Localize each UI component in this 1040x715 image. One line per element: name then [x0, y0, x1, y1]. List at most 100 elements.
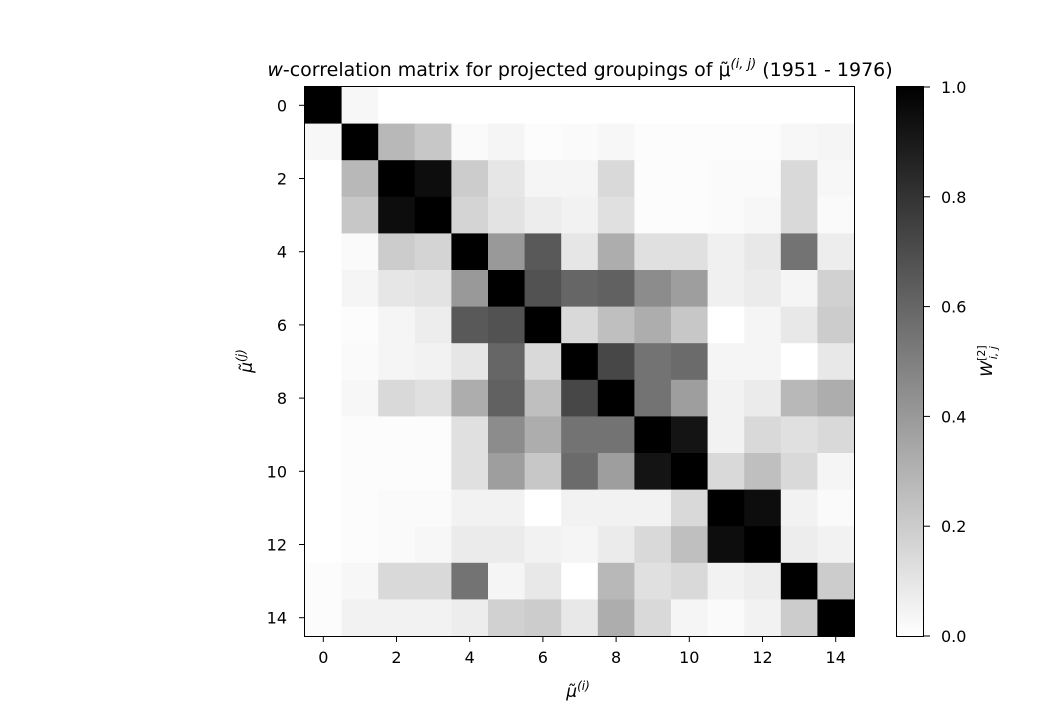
- heatmap-cell-13-11: [707, 562, 745, 600]
- heatmap-cell-12-12: [744, 526, 782, 564]
- heatmap-cell-3-9: [634, 196, 672, 234]
- y-axis-label-mu: μ̃: [237, 362, 257, 374]
- heatmap-cell-0-2: [378, 87, 416, 125]
- chart-title-years: (1951 - 1976): [756, 59, 893, 81]
- heatmap-cell-9-1: [341, 416, 379, 454]
- heatmap-cell-12-9: [634, 526, 672, 564]
- heatmap-cell-10-0: [305, 453, 343, 491]
- chart-title: w-correlation matrix for projected group…: [267, 57, 892, 81]
- heatmap-cell-7-0: [305, 343, 343, 381]
- colorbar-tick-label: 0.8: [941, 188, 966, 207]
- heatmap-cell-8-4: [451, 379, 489, 417]
- y-tick-label: 2: [277, 170, 287, 189]
- y-tick-label: 0: [277, 96, 287, 115]
- heatmap-cell-12-5: [488, 526, 526, 564]
- heatmap-cell-5-1: [341, 270, 379, 308]
- x-tick-label: 10: [679, 648, 699, 667]
- heatmap-cell-11-3: [414, 489, 452, 527]
- heatmap-cell-0-9: [634, 87, 672, 125]
- heatmap-cell-0-7: [561, 87, 599, 125]
- colorbar-label-sub: i, j: [987, 345, 1000, 359]
- heatmap-cell-3-2: [378, 196, 416, 234]
- x-tick-label: 6: [538, 648, 548, 667]
- heatmap-cell-12-10: [671, 526, 709, 564]
- heatmap-cell-1-12: [744, 123, 782, 161]
- heatmap-cell-11-12: [744, 489, 782, 527]
- heatmap-cell-9-0: [305, 416, 343, 454]
- heatmap-cell-7-9: [634, 343, 672, 381]
- heatmap-cell-12-11: [707, 526, 745, 564]
- heatmap-cell-12-4: [451, 526, 489, 564]
- heatmap-cell-5-14: [817, 270, 855, 308]
- heatmap-cell-13-1: [341, 562, 379, 600]
- x-tick-label: 12: [752, 648, 772, 667]
- heatmap-cell-3-4: [451, 196, 489, 234]
- heatmap-cell-9-14: [817, 416, 855, 454]
- heatmap-cell-5-5: [488, 270, 526, 308]
- heatmap-cell-12-6: [524, 526, 562, 564]
- heatmap-cell-4-0: [305, 233, 343, 271]
- heatmap-cell-1-5: [488, 123, 526, 161]
- heatmap-cell-14-7: [561, 599, 599, 637]
- heatmap-cell-7-5: [488, 343, 526, 381]
- heatmap-cell-13-12: [744, 562, 782, 600]
- colorbar-tick-label: 0.6: [941, 298, 966, 317]
- heatmap-cell-1-11: [707, 123, 745, 161]
- heatmap-cell-4-8: [597, 233, 635, 271]
- heatmap-cell-3-6: [524, 196, 562, 234]
- chart-title-sup: (i, j): [731, 57, 757, 72]
- heatmap-cell-14-0: [305, 599, 343, 637]
- heatmap-cell-13-3: [414, 562, 452, 600]
- heatmap-cell-6-6: [524, 306, 562, 344]
- heatmap-cell-2-2: [378, 160, 416, 198]
- heatmap-cell-13-14: [817, 562, 855, 600]
- heatmap-cell-14-12: [744, 599, 782, 637]
- heatmap-cell-1-14: [817, 123, 855, 161]
- heatmap-cell-11-4: [451, 489, 489, 527]
- x-tick-label: 2: [391, 648, 401, 667]
- heatmap-cell-13-6: [524, 562, 562, 600]
- heatmap-cell-3-7: [561, 196, 599, 234]
- heatmap-cell-8-9: [634, 379, 672, 417]
- heatmap-cell-9-10: [671, 416, 709, 454]
- heatmap-cell-14-11: [707, 599, 745, 637]
- heatmap-cell-7-13: [780, 343, 818, 381]
- heatmap-cell-7-6: [524, 343, 562, 381]
- x-axis-ticks: 0 2 4 6 8 10 12 14: [318, 636, 846, 667]
- heatmap-cell-13-5: [488, 562, 526, 600]
- colorbar-tick-label: 0.2: [941, 517, 966, 536]
- heatmap-cell-8-8: [597, 379, 635, 417]
- heatmap-cell-14-2: [378, 599, 416, 637]
- heatmap-cell-11-7: [561, 489, 599, 527]
- heatmap-cell-6-11: [707, 306, 745, 344]
- heatmap-cell-11-9: [634, 489, 672, 527]
- heatmap-cell-9-8: [597, 416, 635, 454]
- heatmap-cell-14-14: [817, 599, 855, 637]
- colorbar-label: W[2]i, j: [975, 345, 1000, 376]
- heatmap-cell-14-8: [597, 599, 635, 637]
- heatmap-cell-5-7: [561, 270, 599, 308]
- heatmap-cell-14-4: [451, 599, 489, 637]
- heatmap-cell-10-6: [524, 453, 562, 491]
- heatmap-cell-6-8: [597, 306, 635, 344]
- heatmap-cell-4-11: [707, 233, 745, 271]
- heatmap-cell-14-5: [488, 599, 526, 637]
- heatmap-cell-6-13: [780, 306, 818, 344]
- heatmap-cell-8-1: [341, 379, 379, 417]
- heatmap-cell-2-7: [561, 160, 599, 198]
- heatmap-cell-0-14: [817, 87, 855, 125]
- heatmap-cell-14-6: [524, 599, 562, 637]
- heatmap-cell-6-9: [634, 306, 672, 344]
- heatmap-cell-5-0: [305, 270, 343, 308]
- heatmap-cell-14-1: [341, 599, 379, 637]
- heatmap-cell-1-13: [780, 123, 818, 161]
- x-tick-label: 14: [826, 648, 846, 667]
- heatmap-cell-3-10: [671, 196, 709, 234]
- heatmap-cell-9-5: [488, 416, 526, 454]
- heatmap-cell-9-2: [378, 416, 416, 454]
- heatmap-cell-4-10: [671, 233, 709, 271]
- heatmap-cell-11-11: [707, 489, 745, 527]
- y-tick-label: 4: [277, 243, 287, 262]
- heatmap-cell-4-14: [817, 233, 855, 271]
- heatmap-cell-5-8: [597, 270, 635, 308]
